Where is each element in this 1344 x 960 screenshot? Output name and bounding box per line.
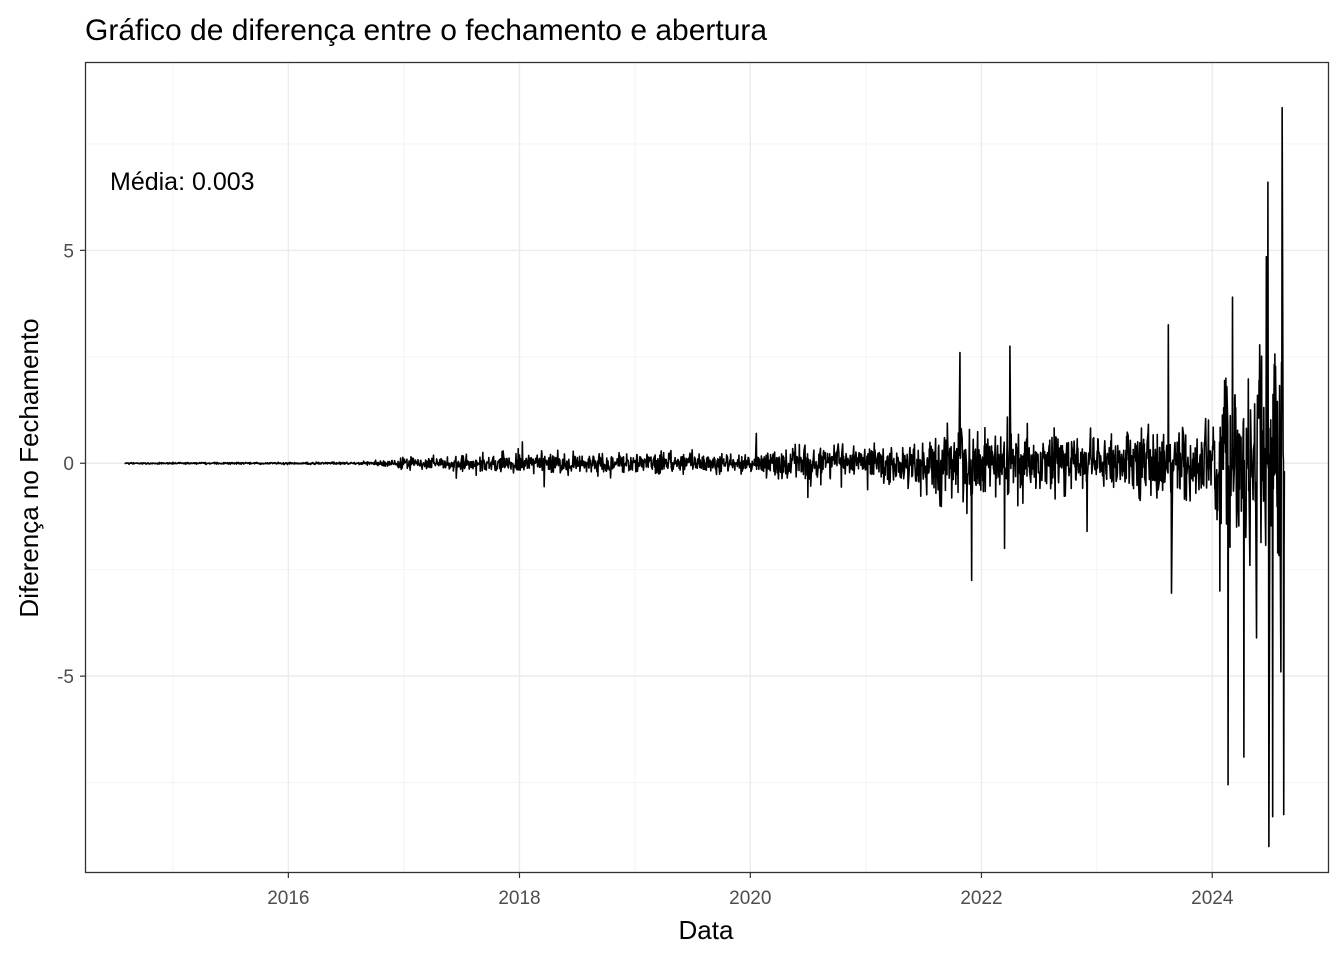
series-line: [124, 106, 1286, 848]
x-tick-label: 2020: [729, 888, 771, 909]
x-tick-label: 2022: [960, 888, 1002, 909]
mean-annotation: Média: 0.003: [110, 168, 255, 196]
axes: 2016 2018 2020 2022 2024 -5 0 5: [57, 241, 1234, 909]
chart-title: Gráfico de diferença entre o fechamento …: [85, 14, 767, 47]
y-axis-title: Diferença no Fechamento: [14, 318, 44, 617]
plot-panel-border: [84, 61, 1330, 874]
x-axis-title: Data: [679, 915, 734, 945]
x-tick-label: 2024: [1191, 888, 1234, 909]
series-line-group: [124, 106, 1286, 848]
x-tick-label: 2018: [498, 888, 540, 909]
y-tick-label: -5: [57, 667, 74, 688]
y-tick-label: 0: [63, 454, 74, 475]
x-tick-label: 2016: [267, 888, 309, 909]
y-tick-label: 5: [63, 241, 74, 262]
